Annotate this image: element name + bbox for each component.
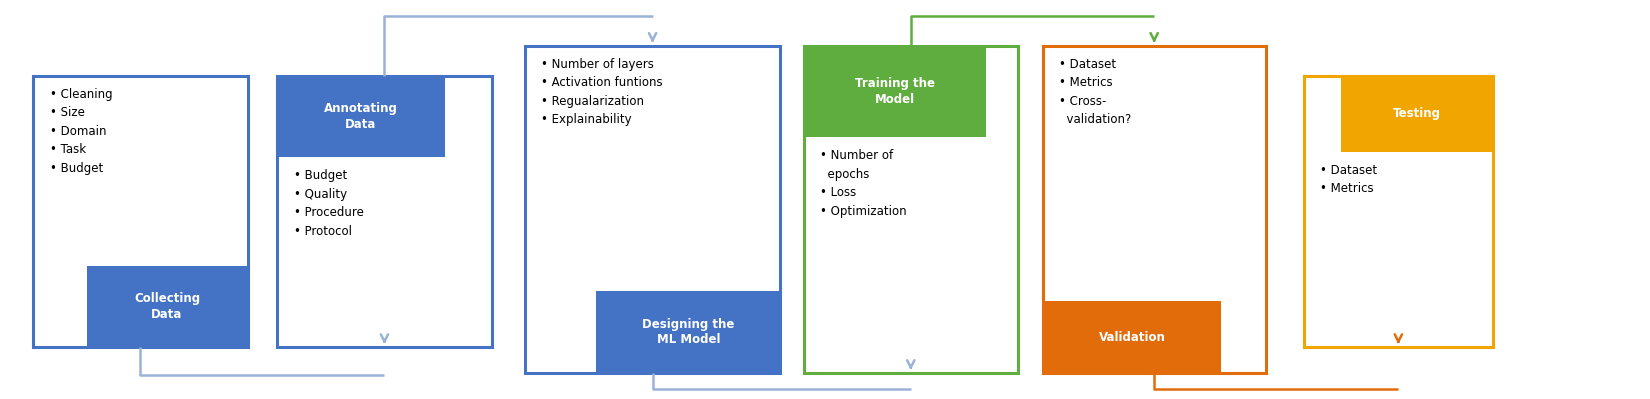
Text: • Number of
  epochs
• Loss
• Optimization: • Number of epochs • Loss • Optimization [820,150,908,218]
Bar [525,46,780,373]
Text: Collecting
Data: Collecting Data [134,292,200,321]
Bar [804,46,987,138]
Text: Training the
Model: Training the Model [855,77,934,106]
Text: Validation: Validation [1099,331,1165,344]
Bar [277,76,492,347]
Text: Testing: Testing [1393,107,1442,120]
Bar [277,76,444,157]
Text: • Cleaning
• Size
• Domain
• Task
• Budget: • Cleaning • Size • Domain • Task • Budg… [50,88,112,175]
Bar [596,291,780,373]
Text: • Dataset
• Metrics
• Cross-
  validation?: • Dataset • Metrics • Cross- validation? [1059,58,1132,126]
Bar [1043,46,1266,373]
Bar [804,46,1018,373]
Bar [86,266,248,347]
Text: Annotating
Data: Annotating Data [323,102,398,131]
Bar [1043,301,1221,373]
Text: • Number of layers
• Activation funtions
• Regualarization
• Explainability: • Number of layers • Activation funtions… [541,58,663,126]
Bar [1304,76,1493,347]
Bar [1341,76,1493,152]
Bar [33,76,248,347]
Text: • Budget
• Quality
• Procedure
• Protocol: • Budget • Quality • Procedure • Protoco… [294,169,363,238]
Text: • Dataset
• Metrics: • Dataset • Metrics [1320,164,1378,195]
Text: Designing the
ML Model: Designing the ML Model [642,318,734,346]
